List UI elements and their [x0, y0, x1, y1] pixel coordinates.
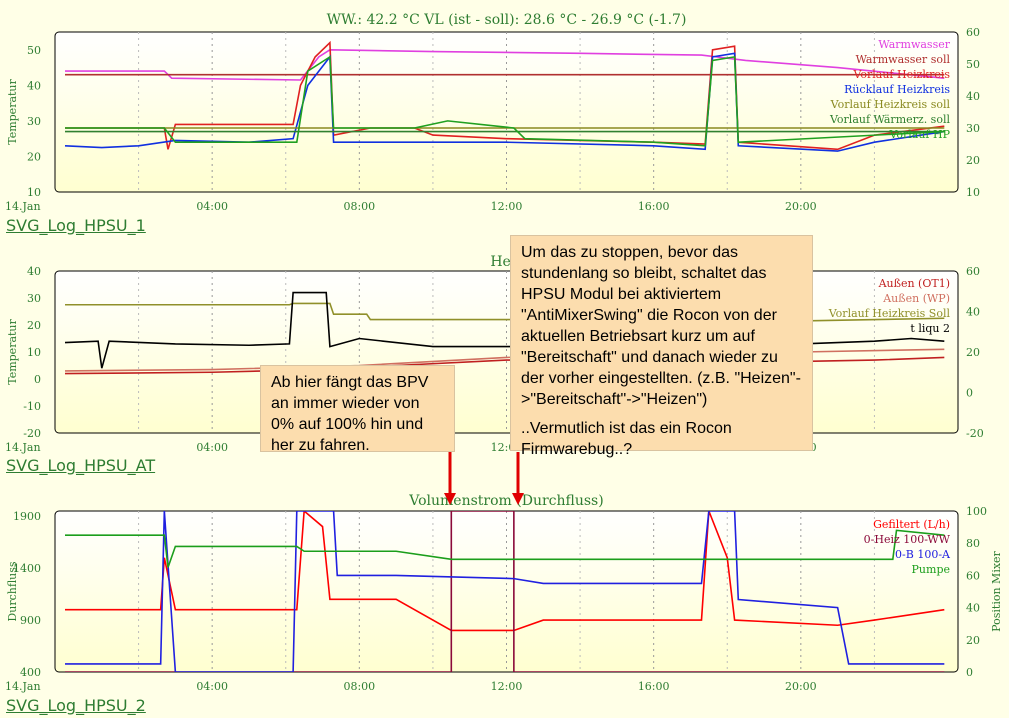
y-tick-label: 400: [20, 666, 41, 679]
x-tick-label: 16:00: [638, 680, 670, 693]
y-tick-label: -20: [23, 427, 41, 440]
legend-entry: 0-B 100-A: [895, 548, 951, 561]
chart-1: WW.: 42.2 °C VL (ist - soll): 28.6 °C - …: [5, 12, 980, 213]
log-link-hpsu-at[interactable]: SVG_Log_HPSU_AT: [6, 456, 156, 475]
legend-entry: Warmwasser soll: [856, 53, 951, 66]
y-tick-label: 50: [27, 44, 41, 57]
y2-tick-label: 60: [966, 26, 980, 39]
date-label: 14.Jan: [5, 680, 41, 693]
series-line-ruecklauf: [64, 52, 945, 152]
legend-entry: Warmwasser: [878, 38, 950, 51]
date-label: 14.Jan: [5, 200, 41, 213]
y2-tick-label: 20: [966, 346, 980, 359]
y-tick-label: -10: [23, 400, 41, 413]
annotation-note-antimixerswing: Um das zu stoppen, bevor das stundenlang…: [510, 235, 813, 458]
legend-entry: Rücklauf Heizkreis: [844, 83, 950, 96]
y-tick-label: 30: [27, 115, 41, 128]
chart-title-3: Volumenstrom (Durchfluss): [408, 493, 603, 509]
series-group: [64, 40, 945, 152]
x-tick-label: 16:00: [638, 200, 670, 213]
annotation-note-antimixerswing-text: Um das zu stoppen, bevor das stundenlang…: [521, 244, 801, 408]
series-line-b100: [65, 511, 945, 672]
annotation-arrowhead-2: [512, 493, 524, 505]
log-link-hpsu-2[interactable]: SVG_Log_HPSU_2: [6, 696, 146, 715]
y2-tick-label: 50: [966, 58, 980, 71]
y-tick-label: 0: [34, 373, 41, 386]
series-group: [65, 511, 945, 672]
y2-tick-label: 40: [966, 306, 980, 319]
y-tick-label: 10: [27, 346, 41, 359]
annotation-note-firmware-text: ..Vermutlich ist das ein Rocon Firmwareb…: [521, 420, 732, 458]
y-axis-label: Temperatur: [6, 318, 19, 384]
y2-axis-label: Position Mixer: [990, 550, 1003, 631]
legend-entry: Gefiltert (L/h): [873, 518, 950, 531]
series-line-pumpe: [65, 529, 945, 568]
y2-tick-label: 0: [966, 387, 973, 400]
y-tick-label: 40: [27, 265, 41, 278]
y-axis-label: Temperatur: [6, 78, 19, 144]
chart-title-1: WW.: 42.2 °C VL (ist - soll): 28.6 °C - …: [327, 12, 687, 28]
legend-entry: t liqu 2: [910, 322, 950, 335]
x-tick-label: 04:00: [196, 441, 228, 454]
annotation-arrowhead-1: [444, 493, 456, 505]
y2-tick-label: 40: [966, 602, 980, 615]
chart-2: Heiz04:0008:0012:0016:0020:0014.Jan-20-1…: [5, 254, 984, 454]
x-tick-label: 20:00: [785, 680, 817, 693]
legend-entry: Pumpe: [912, 563, 950, 576]
legend-entry: Vorlauf Heizkreis Soll: [828, 307, 951, 320]
y2-tick-label: 10: [966, 186, 980, 199]
legend-entry: Vorlauf HP: [888, 128, 950, 141]
legend-entry: Außen (OT1): [878, 277, 950, 290]
x-tick-label: 20:00: [785, 200, 817, 213]
y-tick-label: 40: [27, 79, 41, 92]
y2-tick-label: -20: [966, 427, 984, 440]
legend-entry: 0-Heiz 100-WW: [864, 533, 951, 546]
annotation-note-bpv-text: Ab hier fängt das BPV an immer wieder vo…: [271, 374, 429, 454]
x-tick-label: 12:00: [491, 200, 523, 213]
x-tick-label: 08:00: [343, 680, 375, 693]
legend-entry: Vorlauf Heizkreis: [852, 68, 950, 81]
y2-tick-label: 100: [966, 505, 987, 518]
y-tick-label: 10: [27, 186, 41, 199]
y-tick-label: 20: [27, 150, 41, 163]
x-tick-label: 04:00: [196, 200, 228, 213]
y2-tick-label: 60: [966, 569, 980, 582]
x-tick-label: 12:00: [491, 680, 523, 693]
series-line-gefiltert: [65, 511, 945, 632]
chart-3: Volumenstrom (Durchfluss) 04:00 08:00 12:00…: [5, 493, 1003, 693]
y-tick-label: 900: [20, 614, 41, 627]
x-tick-label: 08:00: [343, 200, 375, 213]
y2-tick-label: 80: [966, 537, 980, 550]
y2-tick-label: 30: [966, 122, 980, 135]
series-line-warmwasser: [65, 48, 945, 81]
series-line-vorlauf_hp: [65, 55, 945, 147]
y-tick-label: 30: [27, 292, 41, 305]
y2-tick-label: 40: [966, 90, 980, 103]
log-link-hpsu-1[interactable]: SVG_Log_HPSU_1: [6, 216, 146, 235]
y-axis-label: Durchfluss: [6, 561, 19, 621]
y2-tick-label: 20: [966, 154, 980, 167]
y-tick-label: 20: [27, 319, 41, 332]
series-line-tliqu2: [64, 291, 945, 369]
legend-entry: Außen (WP): [882, 292, 950, 305]
y2-tick-label: 0: [966, 666, 973, 679]
y2-tick-label: 60: [966, 265, 980, 278]
legend-entry: Vorlauf Wärmerz. soll: [829, 113, 950, 126]
x-tick-label: 04:00: [196, 680, 228, 693]
y-tick-label: 1400: [13, 562, 41, 575]
y2-tick-label: 20: [966, 634, 980, 647]
annotation-note-bpv: Ab hier fängt das BPV an immer wieder vo…: [260, 365, 455, 454]
date-label: 14.Jan: [5, 441, 41, 454]
y-tick-label: 1900: [13, 510, 41, 523]
legend-entry: Vorlauf Heizkreis soll: [830, 98, 951, 111]
